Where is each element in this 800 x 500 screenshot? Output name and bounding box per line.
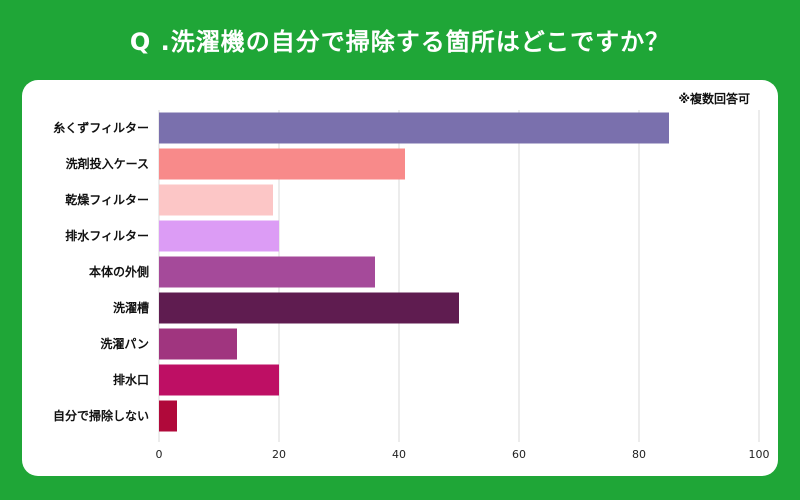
- bar-5: [159, 292, 459, 324]
- x-tick-label-0: 0: [156, 448, 163, 461]
- category-label-8: 自分で掃除しない: [53, 408, 149, 423]
- x-tick-label-5: 100: [749, 448, 770, 461]
- x-tick-label-1: 20: [272, 448, 286, 461]
- category-label-7: 排水口: [113, 372, 149, 387]
- bar-1: [159, 148, 405, 180]
- bar-0: [159, 112, 669, 144]
- category-label-3: 排水フィルター: [65, 228, 149, 243]
- bar-6: [159, 328, 237, 360]
- category-label-5: 洗濯槽: [113, 300, 149, 315]
- chart-panel: ※複数回答可 糸くずフィルター洗剤投入ケース 乾燥フィルター 排水フィルター本体の外…: [22, 80, 778, 476]
- bar-7: [159, 364, 279, 396]
- multiple-answer-note: ※複数回答可: [678, 92, 750, 106]
- x-tick-label-3: 60: [512, 448, 526, 461]
- bar-4: [159, 256, 375, 288]
- category-label-4: 本体の外側: [89, 264, 149, 279]
- chart-title: Q .洗濯機の自分で掃除する箇所はどこですか？: [129, 28, 671, 56]
- bar-3: [159, 220, 279, 252]
- category-label-0: 糸くずフィルター: [53, 120, 149, 135]
- x-tick-label-4: 80: [632, 448, 646, 461]
- x-tick-label-2: 40: [392, 448, 406, 461]
- bar-chart: 糸くずフィルター洗剤投入ケース乾燥フィルター排水フィルター本体の外側洗濯槽洗濯パ…: [53, 110, 770, 461]
- category-label-2: 乾燥フィルター: [65, 192, 149, 207]
- bar-8: [159, 400, 177, 432]
- bar-2: [159, 184, 273, 216]
- category-label-6: 洗濯パン: [100, 336, 149, 351]
- category-label-1: 洗剤投入ケース: [66, 156, 149, 171]
